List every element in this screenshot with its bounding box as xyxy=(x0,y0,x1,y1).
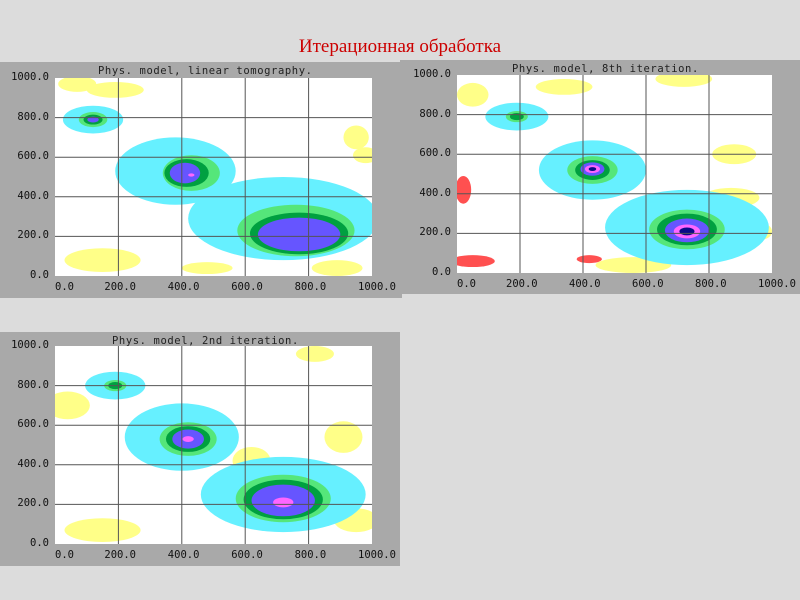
y-tick-label: 400.0 xyxy=(17,189,49,202)
x-tick-label: 400.0 xyxy=(167,549,200,561)
x-tick-label: 800.0 xyxy=(695,278,727,290)
plot-panel-iter8: Phys. model, 8th iteration. 1000.0 800.0 6… xyxy=(400,60,800,294)
plot-panel-iter2: Phys. model, 2nd iteration. 1000.0 800.0 6… xyxy=(0,332,400,566)
y-tick-label: 1000.0 xyxy=(413,68,451,80)
yellow-patch xyxy=(311,260,363,276)
plot-area-iter2 xyxy=(55,346,372,544)
yellow-patch xyxy=(181,262,233,275)
x-tick-label: 200.0 xyxy=(104,549,136,561)
magenta-contour xyxy=(188,173,195,177)
yellow-patch xyxy=(457,82,489,107)
y-tick-label: 800.0 xyxy=(17,378,49,391)
yellow-patch xyxy=(58,78,97,92)
y-tick-label: 0.0 xyxy=(30,269,49,281)
x-tick-label: 1000.0 xyxy=(358,549,396,561)
x-tick-label: 400.0 xyxy=(167,281,200,293)
slide-title: Итерационная обработка xyxy=(298,36,502,57)
yellow-patch xyxy=(86,81,144,98)
red-patch xyxy=(457,255,495,268)
yellow-patch xyxy=(343,125,369,150)
x-tick-label: 600.0 xyxy=(632,278,664,290)
yellow-patch xyxy=(64,248,141,273)
plot-panel-linear: Phys. model, linear tomography. 1000.0 80… xyxy=(0,62,402,298)
y-tick-label: 200.0 xyxy=(419,226,451,239)
x-tick-label: 600.0 xyxy=(231,281,263,293)
y-tick-label: 600.0 xyxy=(17,150,49,163)
y-tick-label: 600.0 xyxy=(17,418,49,431)
x-tick-label: 200.0 xyxy=(506,278,538,290)
y-tick-label: 0.0 xyxy=(30,537,49,549)
y-tick-label: 400.0 xyxy=(17,457,49,470)
navy-contour xyxy=(588,167,597,172)
red-patch xyxy=(457,175,472,204)
yellow-patch xyxy=(324,421,363,453)
contour-layer xyxy=(58,78,372,276)
y-tick-label: 1000.0 xyxy=(11,71,49,83)
x-tick-label: 600.0 xyxy=(231,549,263,561)
x-tick-label: 800.0 xyxy=(294,549,327,561)
yellow-patch xyxy=(655,75,713,87)
x-tick-label: 1000.0 xyxy=(358,281,396,293)
y-tick-label: 0.0 xyxy=(432,266,451,278)
y-tick-label: 800.0 xyxy=(17,110,49,123)
y-tick-label: 200.0 xyxy=(17,497,49,510)
contour-layer xyxy=(457,75,772,273)
x-tick-label: 0.0 xyxy=(457,278,476,290)
red-patch xyxy=(576,255,602,264)
x-tick-label: 1000.0 xyxy=(758,278,796,290)
x-tick-label: 800.0 xyxy=(294,281,327,293)
yellow-patch xyxy=(55,391,90,420)
y-tick-label: 400.0 xyxy=(419,186,451,199)
plot-title: Phys. model, linear tomography. xyxy=(98,65,313,77)
magenta-contour xyxy=(273,497,294,508)
contour-layer xyxy=(55,346,372,543)
x-tick-label: 0.0 xyxy=(55,549,74,561)
plot-title: Phys. model, 2nd iteration. xyxy=(112,335,299,347)
y-tick-label: 200.0 xyxy=(17,229,49,242)
x-tick-label: 400.0 xyxy=(569,278,601,290)
plot-title: Phys. model, 8th iteration. xyxy=(512,63,699,75)
magenta-contour xyxy=(182,436,194,443)
yellow-patch xyxy=(64,518,141,543)
y-tick-label: 1000.0 xyxy=(11,339,49,351)
plot-area-iter8 xyxy=(457,75,772,273)
y-tick-label: 600.0 xyxy=(419,147,451,160)
green-contour xyxy=(509,113,524,121)
yellow-patch xyxy=(535,78,593,95)
yellow-patch xyxy=(295,346,334,362)
blue-contour xyxy=(257,217,341,252)
plot-area-linear xyxy=(55,78,372,276)
y-tick-label: 800.0 xyxy=(419,107,451,120)
yellow-patch xyxy=(352,147,372,164)
blue-contour xyxy=(169,162,201,184)
navy-contour xyxy=(679,227,695,236)
x-tick-label: 200.0 xyxy=(104,281,136,293)
x-tick-label: 0.0 xyxy=(55,281,74,293)
